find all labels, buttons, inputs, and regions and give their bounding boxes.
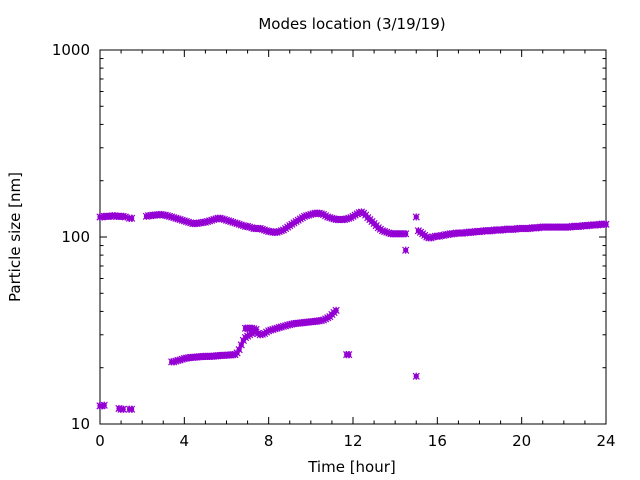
data-point-star: [345, 350, 353, 359]
data-point: [119, 405, 127, 413]
y-axis-label: Particle size [nm]: [6, 172, 24, 302]
data-point: [402, 246, 410, 254]
data-point-star: [332, 306, 340, 315]
data-point-star: [119, 405, 127, 413]
x-axis-label: Time [hour]: [307, 458, 396, 476]
data-point-star: [602, 220, 610, 228]
data-point-star: [100, 401, 108, 409]
data-point: [252, 325, 260, 334]
data-points: [96, 208, 610, 413]
data-point: [128, 214, 136, 222]
plot-frame: [99, 49, 607, 425]
data-point: [412, 372, 420, 380]
data-point: [602, 220, 610, 228]
x-tick-label: 8: [264, 432, 274, 450]
data-point-star: [402, 230, 410, 238]
data-point: [100, 401, 108, 409]
data-point-star: [412, 372, 420, 380]
data-point: [402, 230, 410, 238]
data-point-star: [252, 325, 260, 334]
axis-ticks: [99, 49, 607, 425]
data-point: [412, 213, 420, 221]
data-point-star: [412, 213, 420, 221]
x-tick-label: 0: [95, 432, 105, 450]
data-point: [345, 350, 353, 359]
x-tick-label: 20: [512, 432, 531, 450]
tick-labels: 0 4 8 12 16 20 24 10 100 1000: [52, 41, 616, 450]
data-point-star: [128, 405, 136, 413]
x-tick-label: 4: [180, 432, 190, 450]
data-point: [332, 306, 340, 315]
data-point-star: [402, 246, 410, 254]
y-tick-label: 10: [71, 415, 90, 433]
x-tick-label: 16: [428, 432, 447, 450]
chart-title: Modes location (3/19/19): [258, 15, 445, 33]
y-tick-label: 100: [61, 228, 90, 246]
data-point-star: [128, 214, 136, 222]
x-tick-label: 24: [596, 432, 615, 450]
data-point: [128, 405, 136, 413]
x-tick-label: 12: [343, 432, 362, 450]
y-tick-label: 1000: [52, 41, 90, 59]
